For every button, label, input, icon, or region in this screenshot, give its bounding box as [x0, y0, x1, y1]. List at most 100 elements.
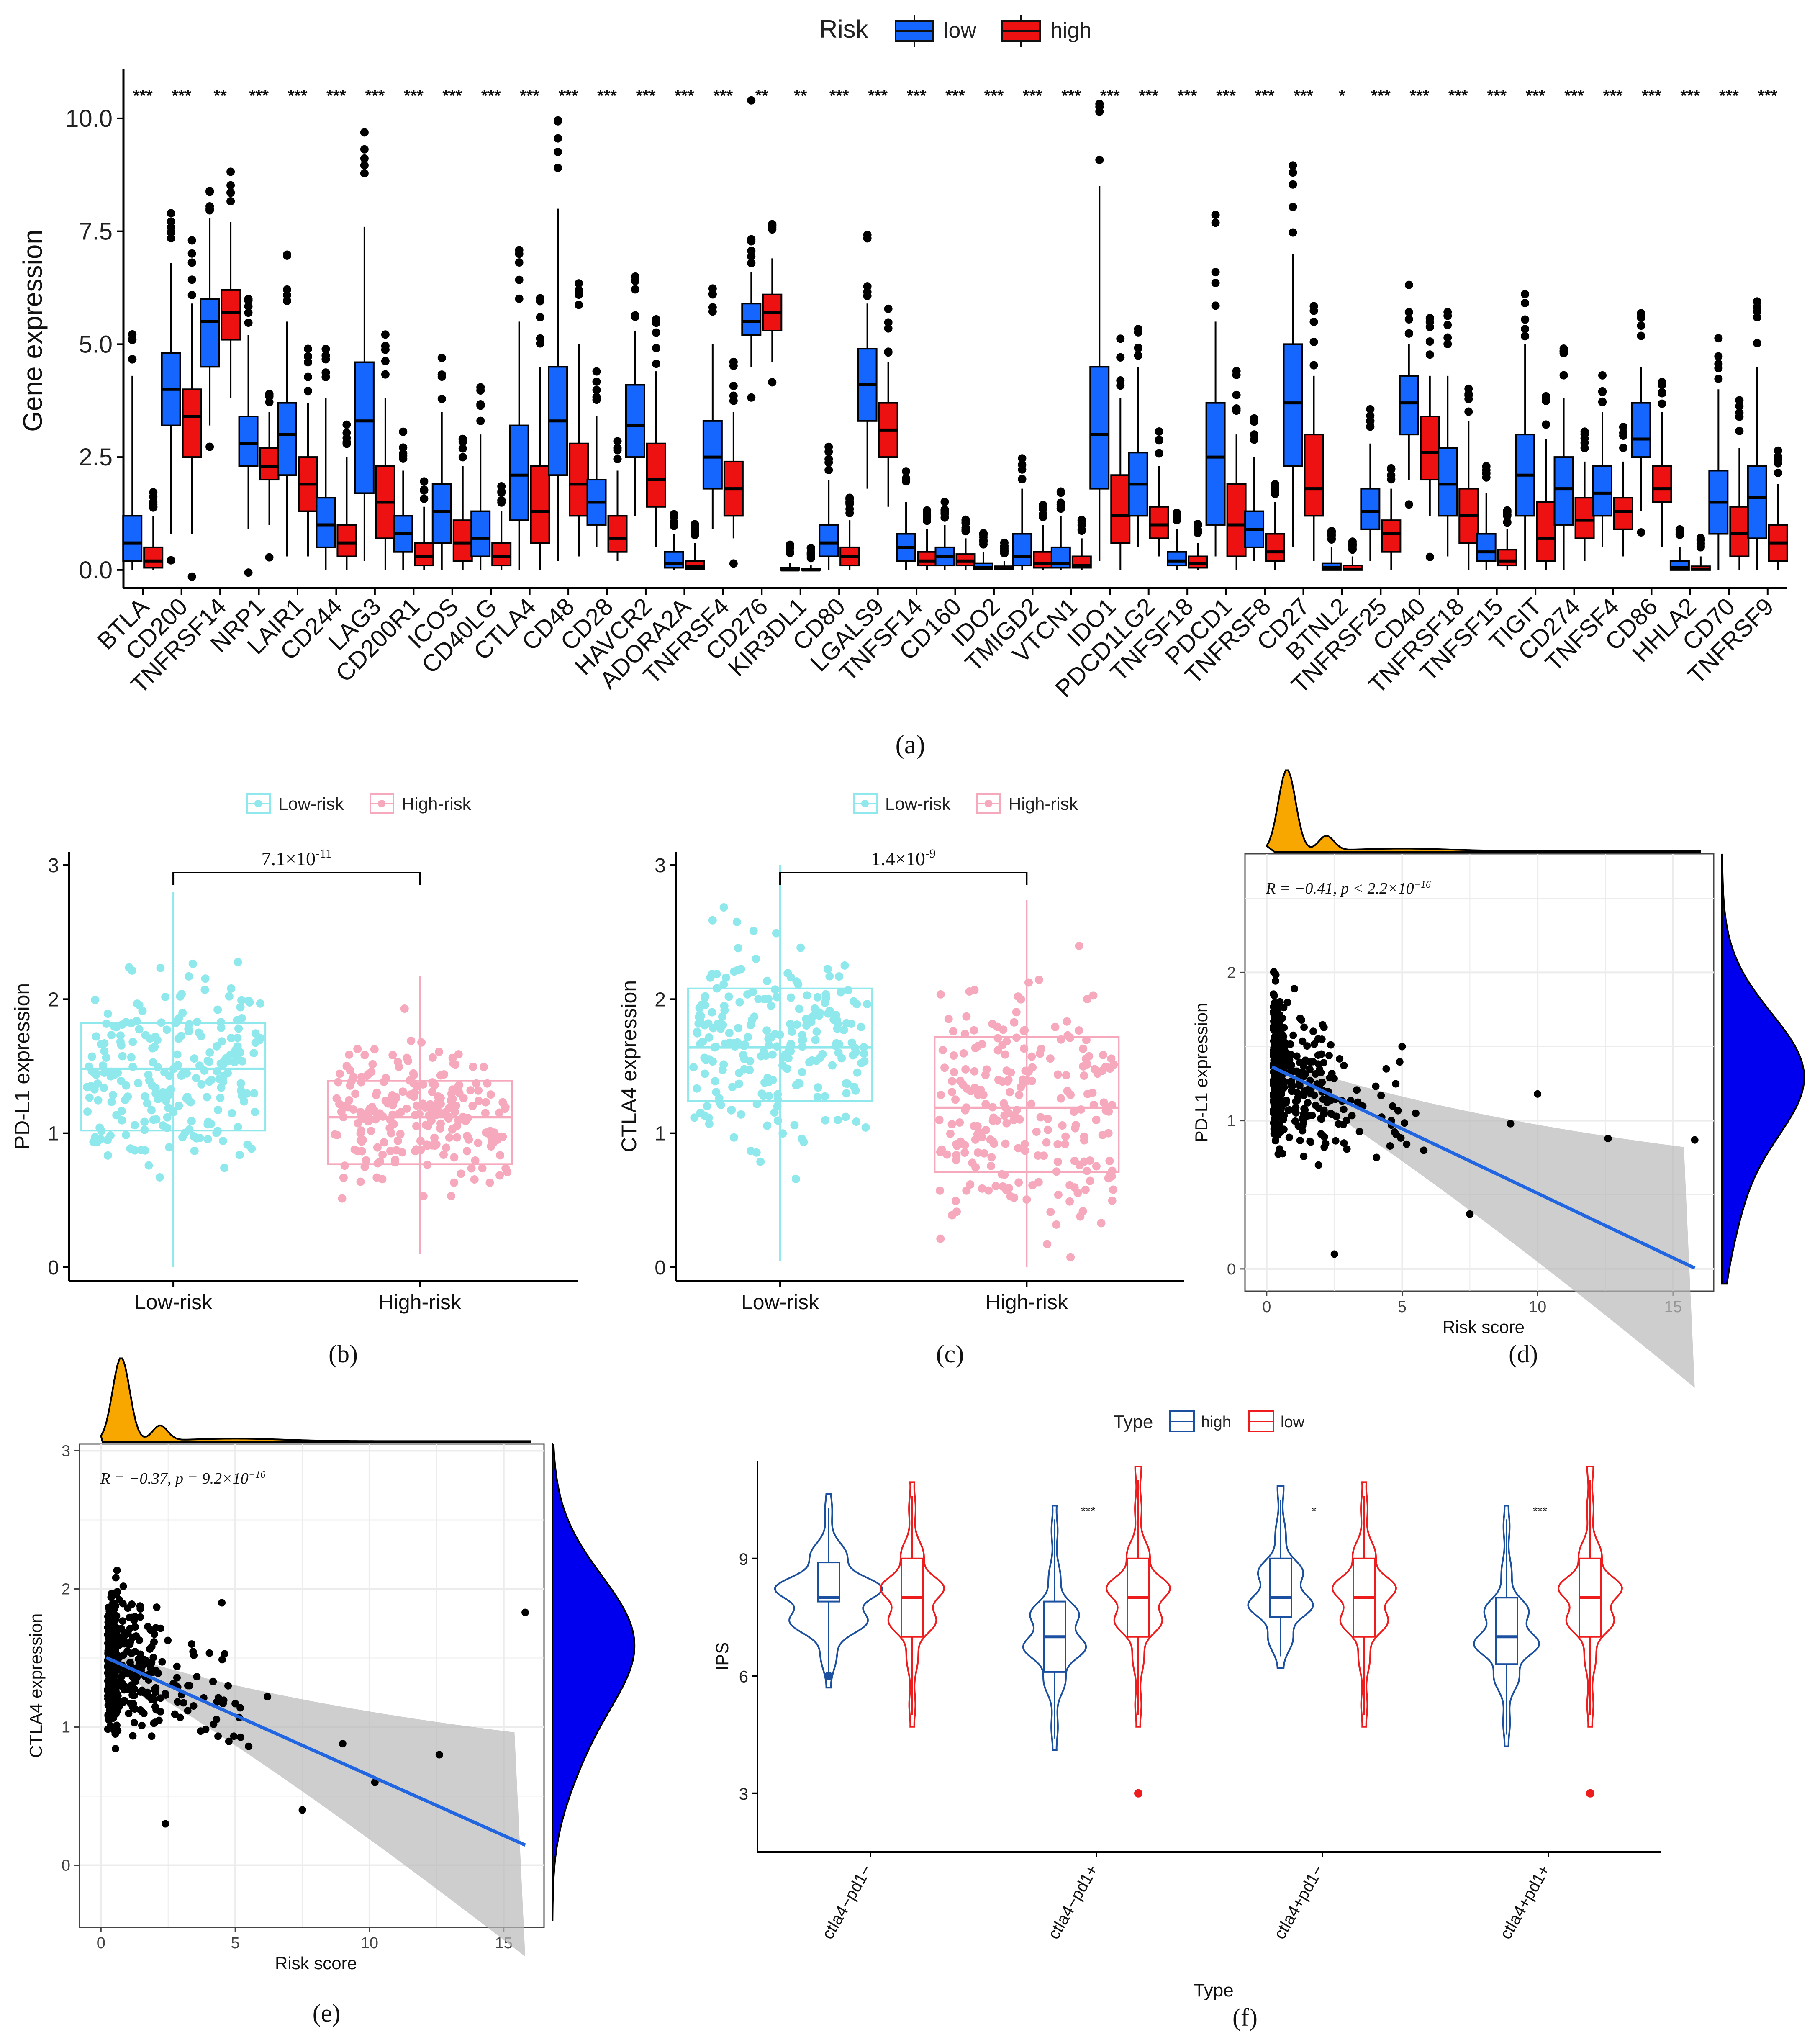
jitter-point [814, 1083, 822, 1092]
jitter-point [201, 974, 210, 983]
outlier-point [360, 154, 369, 163]
x-density-curve [100, 1357, 531, 1443]
jitter-point [99, 1084, 108, 1092]
jitter-point [217, 1023, 226, 1032]
outlier-point [652, 315, 660, 324]
scatter-point [129, 1732, 137, 1740]
jitter-point [387, 1129, 395, 1138]
significance-label: *** [713, 87, 733, 105]
jitter-point [696, 1010, 704, 1019]
scatter-point [128, 1649, 136, 1657]
panel-b-box-jitter-chart: Low-risk High-risk 0 1 2 3 PD-L1 expression Low… [10, 793, 578, 1368]
scatter-point [230, 1732, 238, 1740]
jitter-point [192, 1074, 200, 1082]
outlier-point [458, 453, 467, 462]
jitter-point [112, 1023, 121, 1032]
jitter-point [178, 1008, 187, 1017]
jitter-point [417, 1038, 426, 1047]
jitter-point [368, 1102, 377, 1111]
jitter-point [103, 1151, 112, 1160]
scatter-point [1304, 1099, 1312, 1107]
box-low-VTCN1 [1050, 546, 1071, 569]
significance-label: *** [520, 87, 539, 105]
outlier-point [1366, 417, 1375, 426]
jitter-point [469, 1062, 477, 1071]
scatter-point [121, 1669, 129, 1677]
outlier-point [940, 498, 949, 506]
jitter-point [712, 970, 721, 979]
jitter-point [781, 1050, 790, 1059]
outlier-point [1000, 538, 1009, 547]
scatter-point [136, 1706, 144, 1714]
significance-label: *** [1564, 87, 1584, 105]
scatter-point [1274, 1120, 1282, 1128]
scatter-point [132, 1632, 140, 1640]
jitter-point [127, 1053, 136, 1062]
outlier-point [1774, 446, 1782, 455]
jitter-point [1034, 1151, 1042, 1160]
scatter-point [112, 1574, 120, 1582]
jitter-point [436, 1099, 445, 1108]
jitter-point [481, 1109, 490, 1117]
jitter-point [811, 1035, 820, 1044]
jitter-point [756, 1157, 765, 1166]
outlier-point [303, 358, 312, 367]
jitter-point [1015, 1115, 1024, 1124]
outlier-point [244, 319, 253, 327]
jitter-point [760, 1078, 769, 1087]
significance-label: *** [1216, 87, 1236, 105]
jitter-point [175, 1101, 183, 1110]
jitter-point [162, 1025, 171, 1034]
outlier-point [1250, 414, 1259, 423]
jitter-point [156, 963, 165, 972]
box-low-CTLA4 [509, 424, 529, 521]
jitter-point [1080, 1071, 1088, 1080]
box-low-TNFRSF25 [1360, 488, 1381, 530]
outlier-point [1289, 203, 1297, 211]
jitter-point [459, 1094, 468, 1103]
jitter-point [734, 1079, 743, 1088]
regression-line [105, 1656, 526, 1847]
jitter-point [968, 1158, 977, 1167]
y-tick-label: 6 [739, 1667, 748, 1686]
jitter-point [823, 965, 832, 974]
jitter-point [952, 1207, 961, 1216]
jitter-point [746, 1057, 755, 1066]
outlier-point [1134, 1789, 1142, 1798]
scatter-point [1319, 1059, 1327, 1067]
y-tick-label: 10.0 [65, 105, 113, 132]
jitter-point [155, 1173, 164, 1182]
jitter-point [373, 1143, 382, 1152]
scatter-point [116, 1596, 123, 1604]
scatter-point [1372, 1082, 1380, 1090]
outlier-point [497, 496, 506, 505]
jitter-point [963, 1084, 971, 1093]
y-tick-label: 0 [62, 1857, 70, 1875]
jitter-point [1065, 1197, 1074, 1206]
jitter-point [857, 1022, 865, 1031]
significance-bracket [779, 872, 1028, 885]
jitter-point [380, 1077, 388, 1086]
legend-title: Type [1113, 1412, 1153, 1432]
y-tick-label: 9 [739, 1550, 748, 1569]
scatter-point [1318, 1078, 1326, 1086]
jitter-point [1092, 1115, 1101, 1124]
outlier-point [282, 296, 291, 305]
jitter-point [474, 1097, 483, 1105]
jitter-point [1024, 978, 1033, 987]
jitter-point [112, 1111, 121, 1120]
jitter-point [94, 1096, 103, 1105]
jitter-point [496, 1151, 505, 1160]
box-low-CD276 [741, 303, 762, 336]
scatter-point [1307, 1090, 1315, 1098]
jitter-point [436, 1071, 445, 1080]
outlier-point [940, 509, 949, 517]
scatter-point [190, 1702, 198, 1710]
outlier-point [863, 234, 872, 243]
scatter-point [1403, 1140, 1411, 1148]
scatter-point [1286, 1106, 1294, 1114]
jitter-point [386, 1147, 395, 1156]
scatter-point [1317, 1115, 1325, 1123]
jitter-point [144, 1070, 153, 1079]
y-tick-label: 0 [655, 1257, 666, 1279]
